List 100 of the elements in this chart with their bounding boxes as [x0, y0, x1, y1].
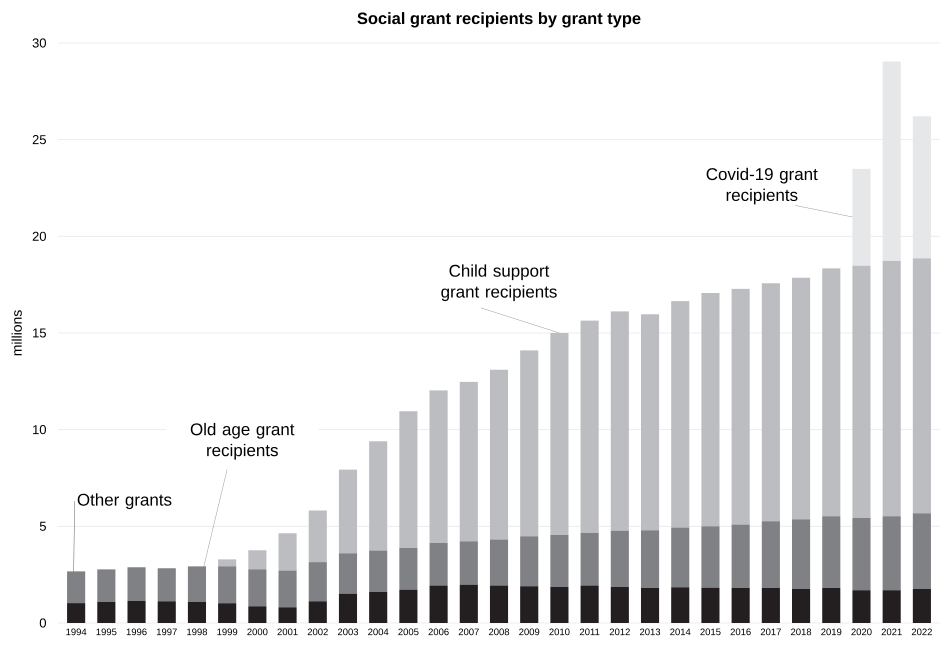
bar: [732, 588, 750, 623]
bar: [399, 411, 418, 548]
bar: [640, 314, 660, 530]
bar: [701, 292, 720, 526]
bar: [852, 266, 871, 518]
x-tick-label: 2021: [882, 628, 902, 636]
bar: [580, 320, 599, 533]
bar: [822, 588, 840, 623]
bar: [490, 370, 508, 540]
x-tick-label: 2004: [368, 628, 388, 636]
x-tick-label: 1995: [96, 628, 116, 636]
bar: [732, 524, 750, 588]
bar: [852, 590, 871, 623]
series-label: Child support grant recipients: [441, 264, 557, 302]
text: Other grants: [78, 493, 172, 510]
bar: [308, 562, 327, 602]
x-tick-label: 2003: [338, 628, 358, 636]
x-tick-label: 1999: [217, 628, 238, 636]
x-tick-label: 2007: [458, 628, 479, 636]
text: Old age grant recipients: [190, 422, 294, 460]
bar: [762, 283, 780, 522]
bar: [762, 521, 780, 588]
bar: [610, 530, 629, 588]
bar: [399, 548, 418, 590]
bar: [852, 518, 871, 590]
bar: [882, 516, 901, 590]
x-tick-label: 2005: [398, 628, 419, 636]
chart-title: Social grant recipients by grant type: [357, 12, 640, 28]
x-tick-label: 2020: [851, 628, 872, 636]
x-tick-label: 2019: [821, 628, 842, 636]
bar: [188, 566, 206, 602]
bar: [792, 278, 810, 520]
x-tick-label: 1996: [126, 628, 147, 636]
y-tick-label: 15: [33, 328, 46, 338]
bar: [460, 382, 478, 542]
bar: [158, 568, 176, 602]
x-tick-label: 2009: [519, 628, 540, 636]
bar: [640, 588, 660, 623]
bar: [882, 62, 901, 261]
bar: [218, 603, 236, 623]
bar: [218, 566, 236, 604]
x-tick-label: 2015: [700, 628, 721, 636]
x-tick-label: 1998: [187, 628, 208, 636]
x-tick-label: 2010: [549, 628, 570, 636]
bar: [490, 540, 508, 586]
x-tick-label: 1997: [156, 628, 177, 636]
x-tick-label: 2008: [488, 628, 510, 636]
bar: [792, 519, 810, 589]
bar: [369, 441, 388, 551]
bar: [248, 550, 266, 570]
y-tick-label: 25: [32, 135, 46, 144]
y-tick-label: 30: [32, 38, 46, 48]
bar: [338, 594, 358, 623]
bar: [369, 592, 388, 623]
bar: [852, 168, 871, 266]
bar: [671, 587, 690, 623]
bar: [127, 567, 146, 601]
bar: [158, 602, 176, 623]
text: Covid-19 grant recipients: [706, 168, 818, 204]
bar: [640, 530, 660, 588]
bar: [97, 602, 116, 623]
x-tick-label: 2016: [730, 628, 751, 636]
bar: [550, 587, 568, 623]
x-tick-label: 2006: [428, 628, 449, 636]
x-tick-label: 2022: [912, 628, 932, 636]
bar: [912, 258, 931, 514]
bar: [550, 535, 568, 588]
x-tick-label: 2013: [640, 628, 660, 636]
x-tick-label: 2011: [580, 628, 600, 636]
bar: [520, 586, 538, 623]
bar: [188, 602, 206, 623]
bar: [460, 541, 478, 585]
bar: [520, 536, 538, 586]
bar: [671, 528, 690, 588]
bar: [550, 332, 568, 536]
bar: [610, 587, 629, 623]
bar: [308, 510, 327, 562]
bar: [460, 584, 478, 623]
bar: [278, 533, 297, 571]
x-tick-label: 2014: [670, 628, 690, 636]
bar: [430, 390, 448, 543]
bar: [338, 470, 358, 554]
y-tick-label: 20: [32, 232, 46, 241]
y-tick-label: 5: [40, 522, 46, 531]
bar: [762, 588, 780, 623]
bar: [218, 559, 236, 566]
bar: [248, 569, 266, 606]
bar: [822, 516, 840, 588]
bar: [580, 586, 599, 623]
bar: [792, 588, 810, 623]
bar: [67, 603, 86, 623]
bar: [369, 550, 388, 592]
bar: [248, 606, 266, 623]
x-tick-label: 2001: [278, 628, 298, 636]
bar: [912, 588, 931, 623]
x-tick-label: 1994: [66, 628, 86, 636]
bar: [912, 513, 931, 589]
bar: [308, 601, 327, 623]
x-tick-label: 2017: [760, 628, 781, 636]
x-tick-label: 2018: [791, 628, 812, 636]
